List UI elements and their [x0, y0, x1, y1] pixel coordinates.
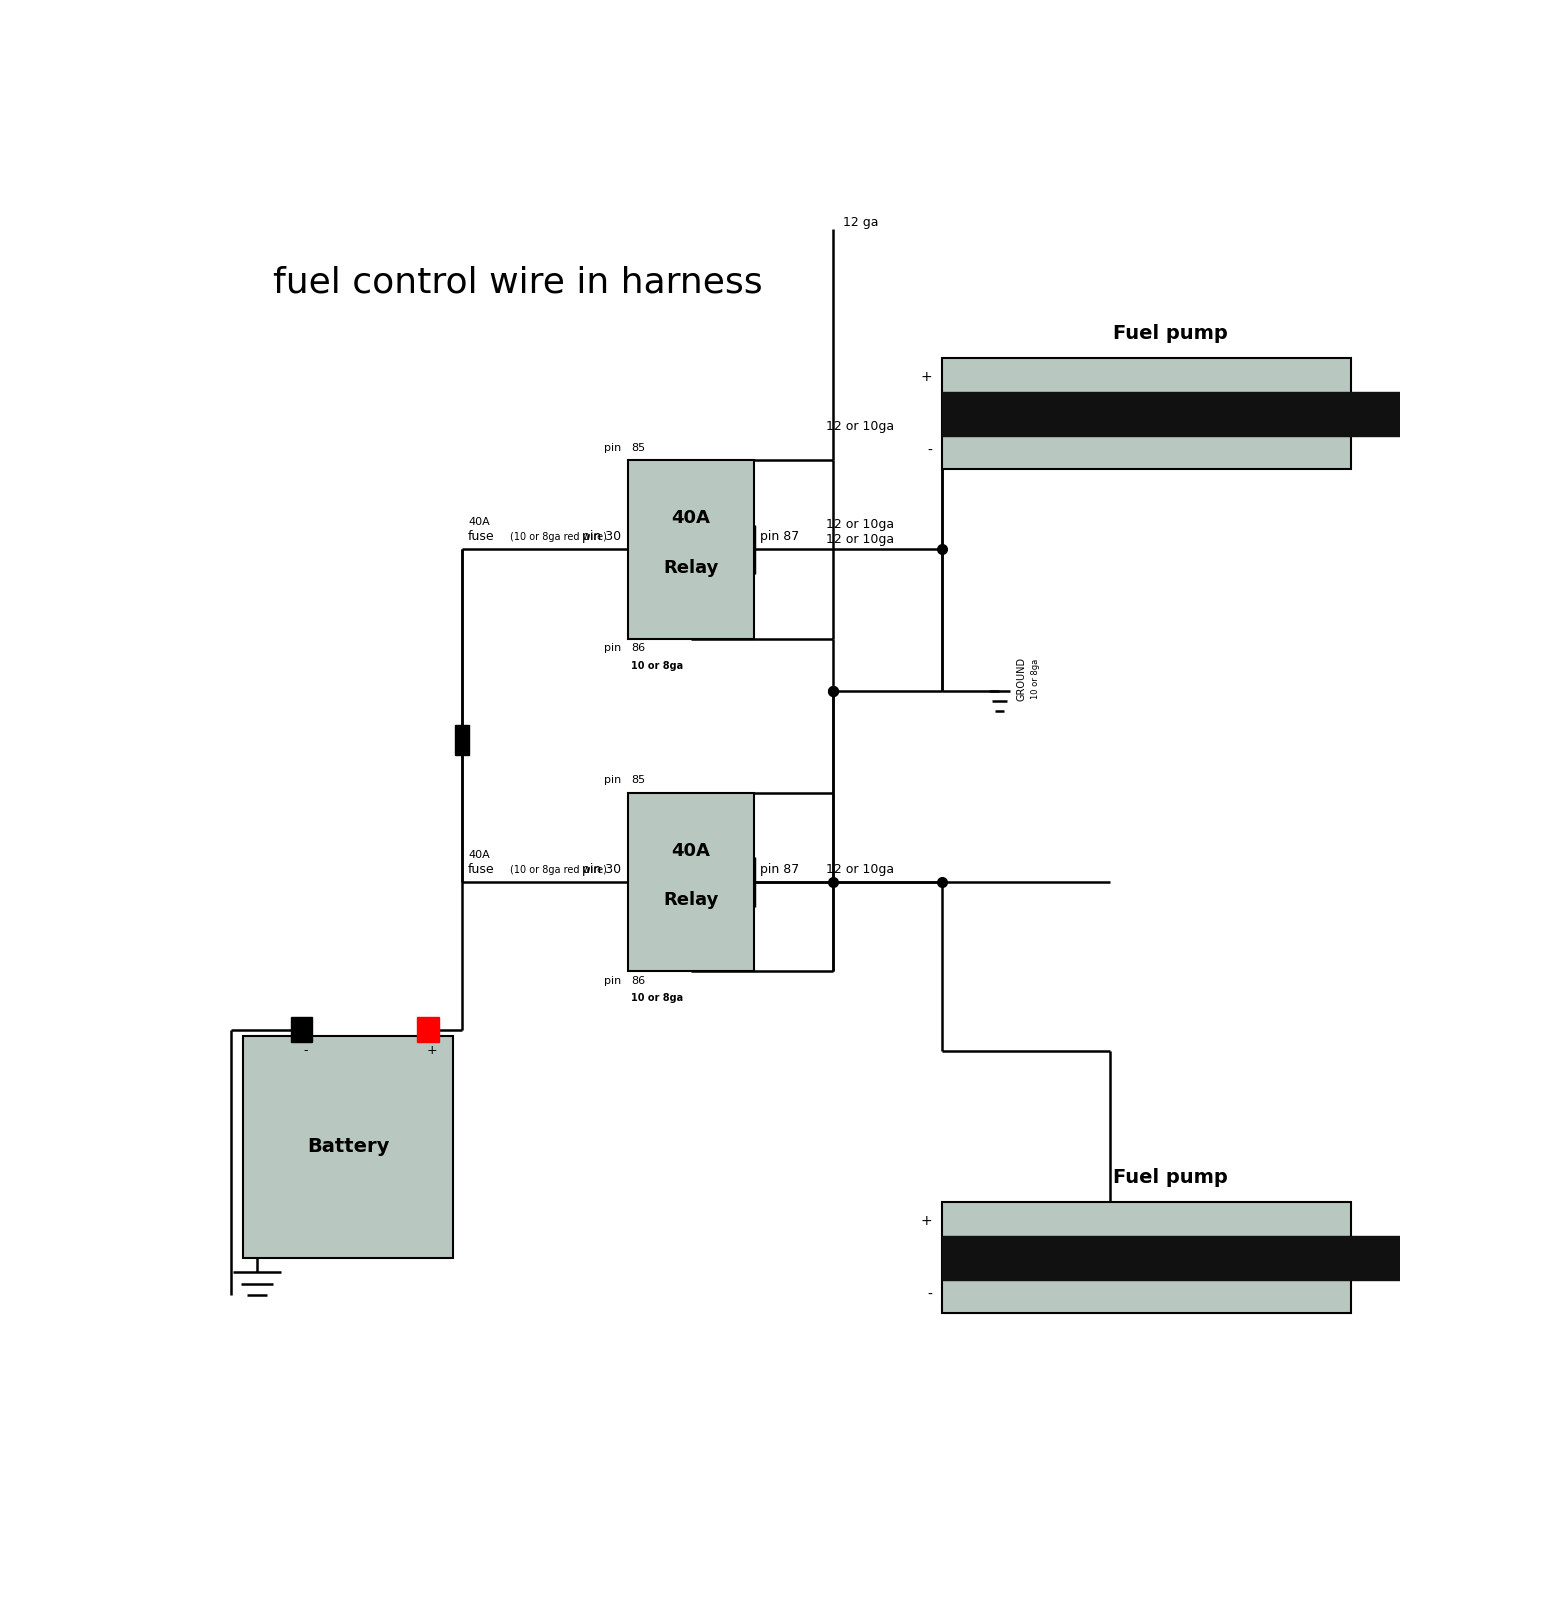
Text: (10 or 8ga red wire): (10 or 8ga red wire) — [510, 531, 606, 542]
Text: Relay: Relay — [662, 558, 718, 576]
Text: pin: pin — [605, 443, 622, 453]
Text: pin: pin — [605, 643, 622, 653]
Text: 10 or 8ga: 10 or 8ga — [1031, 659, 1040, 699]
Bar — [942, 1235, 1406, 1280]
Text: 10 or 8ga: 10 or 8ga — [631, 661, 683, 670]
Bar — [291, 1018, 313, 1042]
Text: 85: 85 — [631, 776, 645, 786]
Bar — [417, 1018, 439, 1042]
Text: 40A: 40A — [672, 509, 711, 528]
Text: pin 87: pin 87 — [760, 862, 799, 877]
Text: -: - — [927, 443, 931, 458]
Text: 12 or 10ga: 12 or 10ga — [826, 862, 894, 877]
Text: +: + — [426, 1045, 437, 1058]
Text: fuse: fuse — [468, 531, 494, 544]
Text: 40A: 40A — [468, 517, 490, 526]
Text: -: - — [927, 1288, 931, 1302]
Text: pin 87: pin 87 — [760, 531, 799, 544]
Text: -: - — [303, 1045, 308, 1058]
Text: 10 or 8ga: 10 or 8ga — [631, 994, 683, 1003]
Text: 86: 86 — [631, 643, 645, 653]
Text: Battery: Battery — [306, 1138, 389, 1157]
Text: pin 30: pin 30 — [583, 862, 622, 877]
Text: 85: 85 — [631, 443, 645, 453]
Text: GROUND: GROUND — [1017, 656, 1026, 701]
Bar — [942, 358, 1351, 469]
Bar — [454, 725, 470, 755]
Text: 40A: 40A — [672, 842, 711, 861]
Bar — [628, 792, 754, 971]
Text: (10 or 8ga red wire): (10 or 8ga red wire) — [510, 864, 606, 875]
Text: pin: pin — [605, 976, 622, 986]
Bar — [942, 1202, 1351, 1314]
Text: 12 or 10ga: 12 or 10ga — [826, 518, 894, 531]
Text: fuel control wire in harness: fuel control wire in harness — [272, 266, 762, 299]
Text: Fuel pump: Fuel pump — [1113, 1168, 1228, 1187]
Text: Fuel pump: Fuel pump — [1113, 325, 1228, 342]
Text: 40A: 40A — [468, 850, 490, 859]
Text: +: + — [921, 1214, 931, 1227]
Bar — [942, 392, 1406, 435]
Text: fuse: fuse — [468, 862, 494, 877]
Bar — [243, 1035, 454, 1258]
Text: 12 or 10ga: 12 or 10ga — [826, 419, 894, 432]
Text: 12 or 10ga: 12 or 10ga — [826, 533, 894, 546]
Text: 12 ga: 12 ga — [843, 216, 879, 229]
Text: 86: 86 — [631, 976, 645, 986]
Text: pin 30: pin 30 — [583, 531, 622, 544]
Text: +: + — [921, 370, 931, 384]
Text: pin: pin — [605, 776, 622, 786]
Text: Relay: Relay — [662, 891, 718, 909]
Bar — [628, 459, 754, 638]
